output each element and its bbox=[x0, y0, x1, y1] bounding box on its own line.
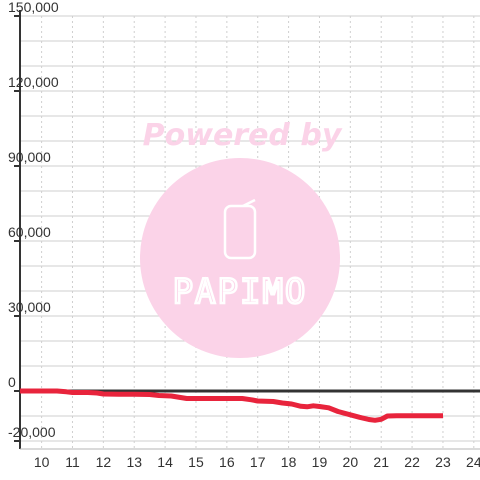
y-tick-label: 60,000 bbox=[8, 224, 51, 240]
y-tick-label: 120,000 bbox=[8, 74, 59, 90]
x-tick-label: 17 bbox=[250, 454, 266, 470]
x-tick-label: 13 bbox=[126, 454, 142, 470]
axes bbox=[14, 10, 480, 450]
y-tick-label: 30,000 bbox=[8, 299, 51, 315]
x-tick-label: 19 bbox=[312, 454, 328, 470]
x-tick-label: 18 bbox=[281, 454, 297, 470]
watermark-brand: PAPIMO bbox=[173, 272, 308, 312]
y-tick-label: 150,000 bbox=[8, 0, 59, 15]
x-tick-label: 22 bbox=[404, 454, 420, 470]
papimo-watermark: Powered by PAPIMO bbox=[140, 118, 343, 358]
y-tick-label: -20,000 bbox=[8, 424, 56, 440]
y-tick-label: 90,000 bbox=[8, 149, 51, 165]
series-line bbox=[20, 388, 443, 423]
x-tick-label: 15 bbox=[188, 454, 204, 470]
x-tick-label: 16 bbox=[219, 454, 235, 470]
x-tick-label: 10 bbox=[34, 454, 50, 470]
series-layer bbox=[20, 388, 443, 423]
phone-icon bbox=[223, 198, 257, 260]
x-tick-label: 14 bbox=[157, 454, 173, 470]
tick-labels: -20,000 0 30,000 60,000 90,000 120,000 150,000… bbox=[8, 0, 480, 470]
watermark-caption: Powered by bbox=[143, 118, 343, 153]
x-tick-label: 12 bbox=[96, 454, 112, 470]
x-tick-label: 20 bbox=[343, 454, 359, 470]
x-tick-label: 11 bbox=[65, 454, 80, 470]
x-tick-label: 23 bbox=[435, 454, 451, 470]
x-tick-label: 21 bbox=[373, 454, 389, 470]
y-tick-label: 0 bbox=[8, 374, 16, 390]
x-tick-label: 24 bbox=[466, 454, 480, 470]
